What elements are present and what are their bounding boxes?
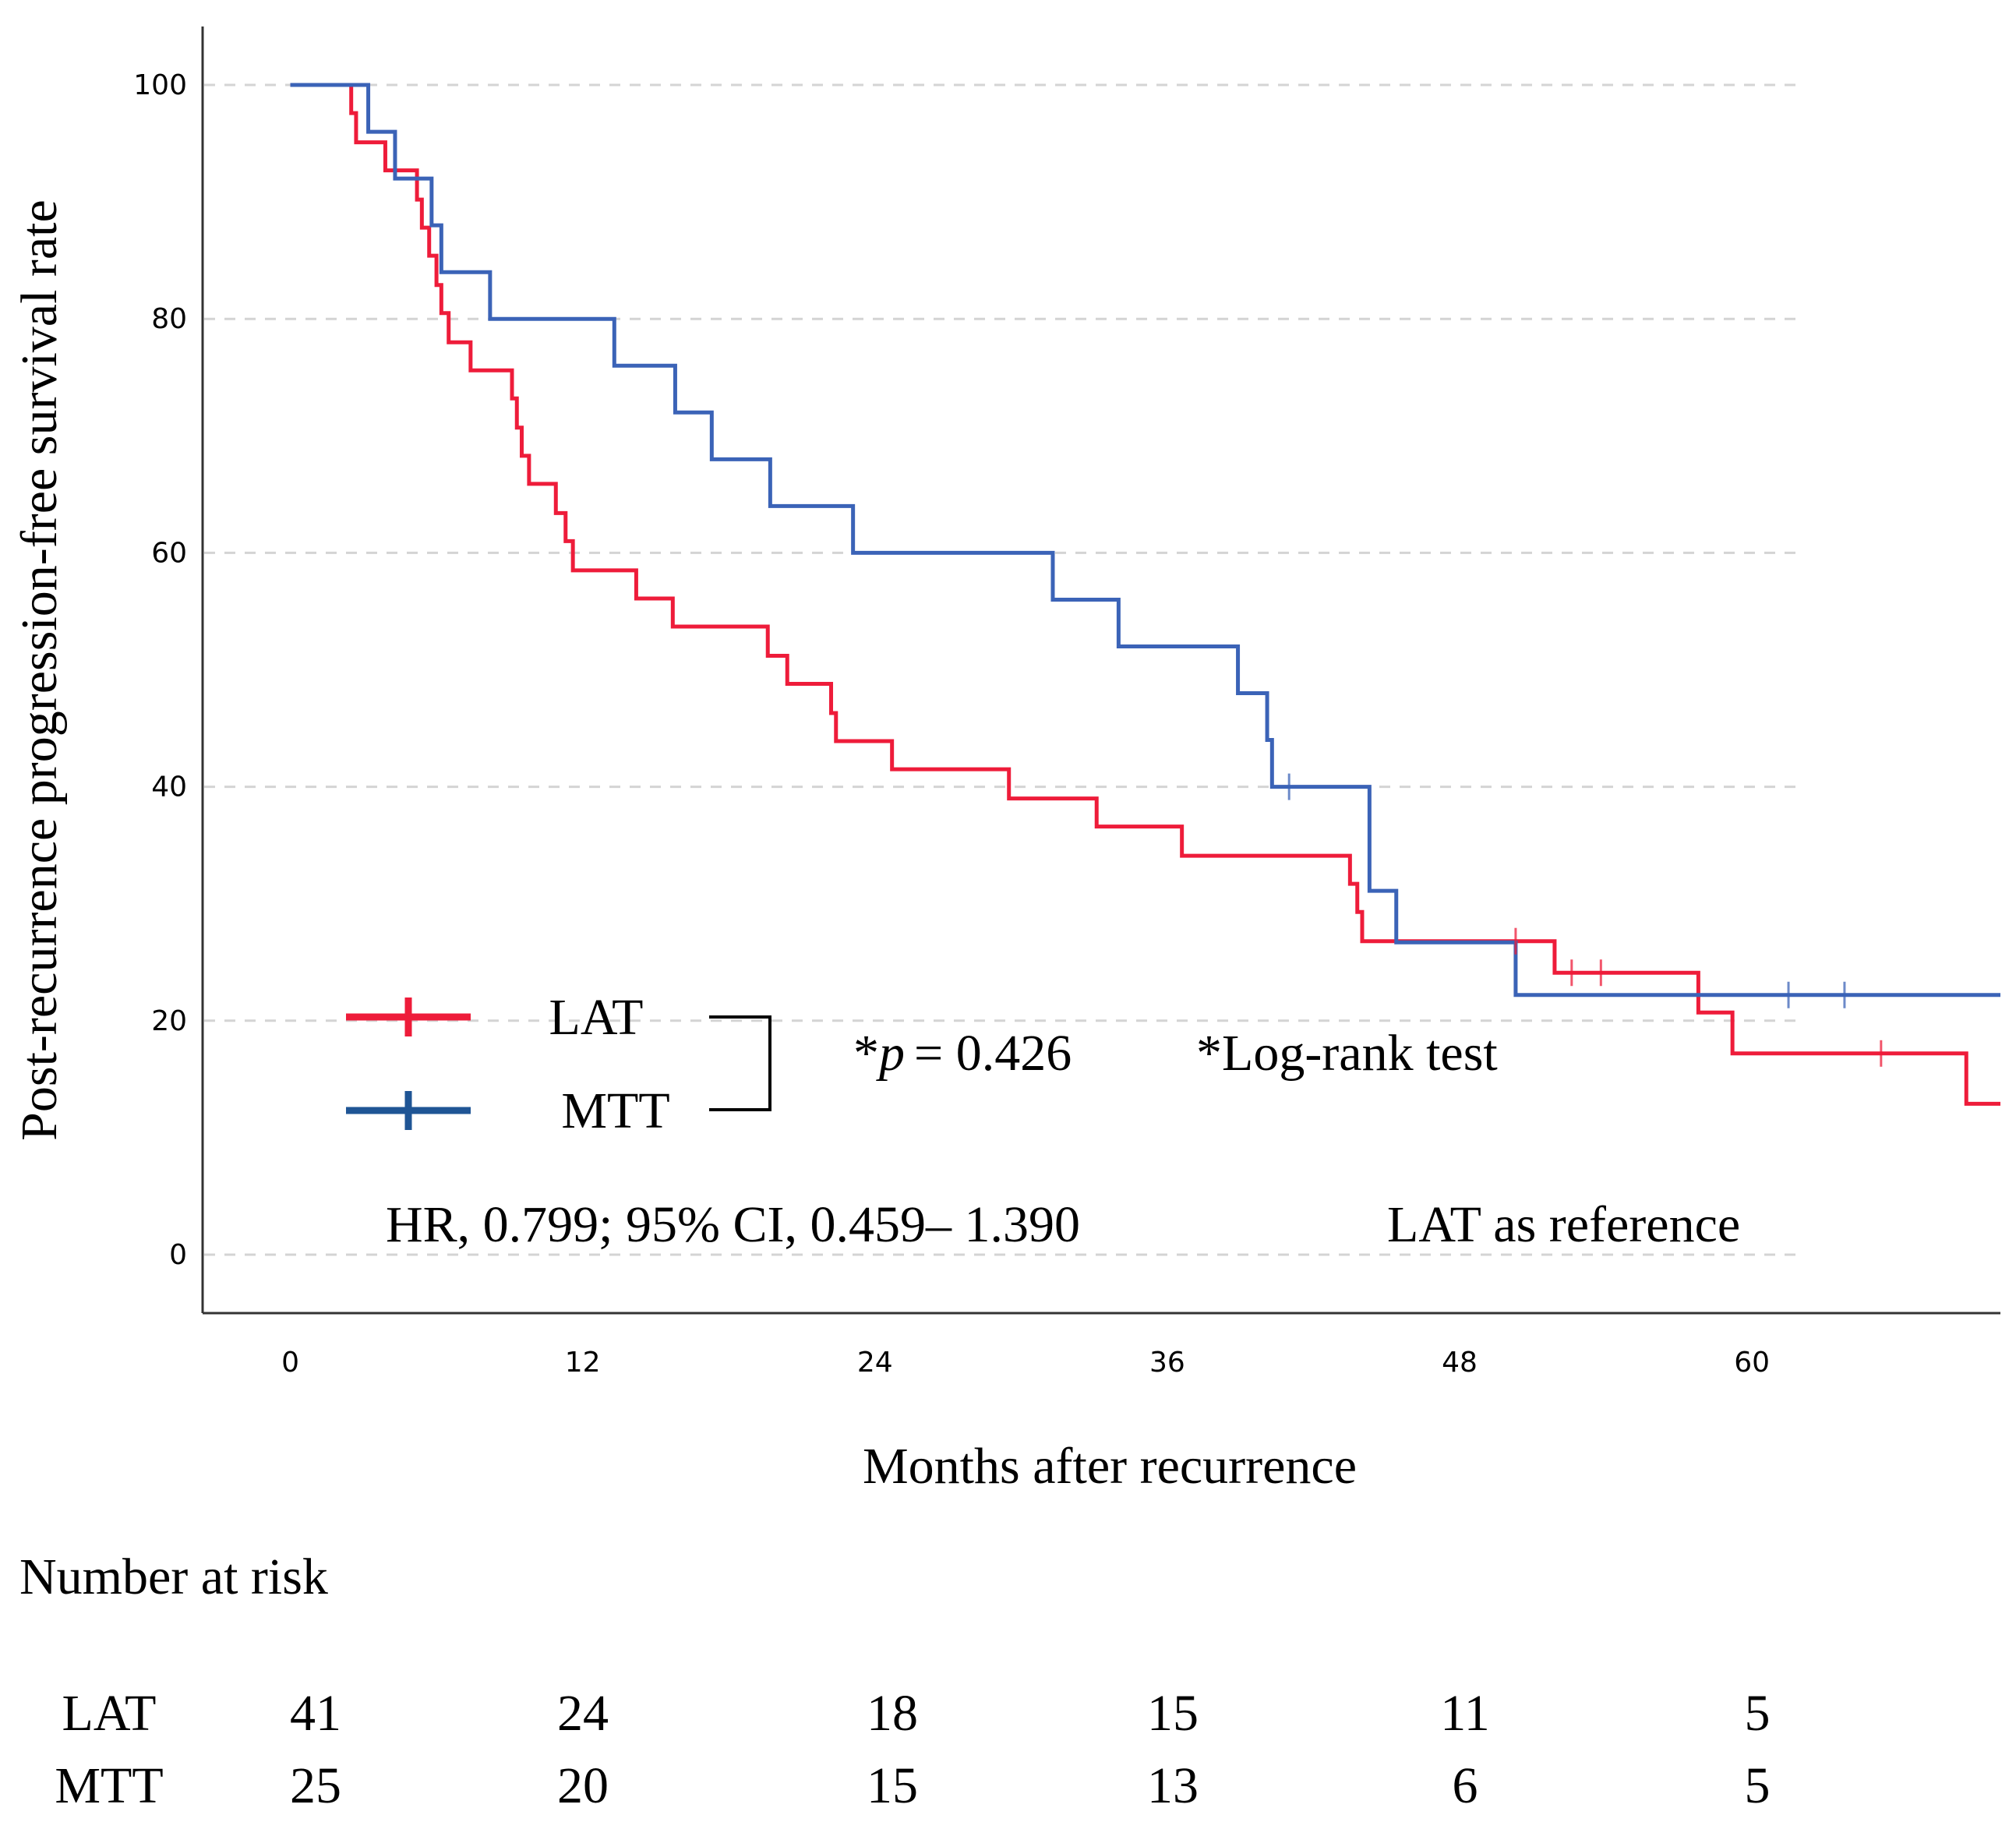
curve-lat (290, 83, 2000, 1106)
y-tick-label: 100 (133, 69, 187, 101)
legend-label-lat: LAT (549, 989, 644, 1046)
hr-annotation: HR, 0.799; 95% CI, 0.459– 1.390 (386, 1196, 1080, 1253)
x-tick-label: 60 (1734, 1347, 1770, 1379)
risk-table: LAT 41 24 18 15 11 5 MTT 25 20 15 13 6 5 (55, 1685, 1770, 1814)
risk-row-label: LAT (62, 1685, 157, 1742)
p-value-annotation: *p = 0.426 (853, 1025, 1072, 1082)
legend-bracket (709, 1015, 771, 1111)
y-tick-label: 60 (151, 537, 187, 569)
risk-table-title: Number at risk (19, 1548, 328, 1605)
risk-value: 5 (1745, 1685, 1771, 1742)
risk-value: 15 (1147, 1685, 1199, 1742)
y-tick-labels: 0 20 40 60 80 100 (133, 69, 187, 1271)
risk-value: 24 (557, 1685, 609, 1742)
censor-marks (1287, 773, 1883, 1067)
x-tick-label: 0 (281, 1347, 299, 1379)
y-tick-label: 80 (151, 303, 187, 335)
risk-value: 13 (1147, 1757, 1199, 1814)
risk-value: 20 (557, 1757, 609, 1814)
legend-label-mtt: MTT (561, 1082, 669, 1139)
x-tick-label: 48 (1442, 1347, 1478, 1379)
reference-annotation: LAT as reference (1387, 1196, 1740, 1253)
curve-mtt (290, 83, 2000, 998)
risk-value: 11 (1440, 1685, 1490, 1742)
legend: LAT MTT (346, 989, 771, 1139)
y-tick-label: 20 (151, 1005, 187, 1037)
x-tick-label: 36 (1149, 1347, 1185, 1379)
y-tick-label: 0 (169, 1239, 187, 1271)
y-tick-label: 40 (151, 772, 187, 803)
x-tick-label: 12 (565, 1347, 601, 1379)
risk-value: 25 (290, 1757, 341, 1814)
risk-value: 6 (1453, 1757, 1478, 1814)
risk-value: 18 (867, 1685, 918, 1742)
x-tick-labels: 0 12 24 36 48 60 (281, 1347, 1770, 1379)
risk-value: 15 (867, 1757, 918, 1814)
risk-value: 5 (1745, 1757, 1771, 1814)
y-axis-title: Post-recurrence progression-free surviva… (11, 200, 68, 1141)
survival-curves (290, 83, 2000, 1106)
test-annotation: *Log-rank test (1196, 1025, 1498, 1082)
risk-row-label: MTT (55, 1757, 163, 1814)
x-axis-title: Months after recurrence (863, 1438, 1357, 1495)
x-tick-label: 24 (857, 1347, 893, 1379)
risk-value: 41 (290, 1685, 341, 1742)
